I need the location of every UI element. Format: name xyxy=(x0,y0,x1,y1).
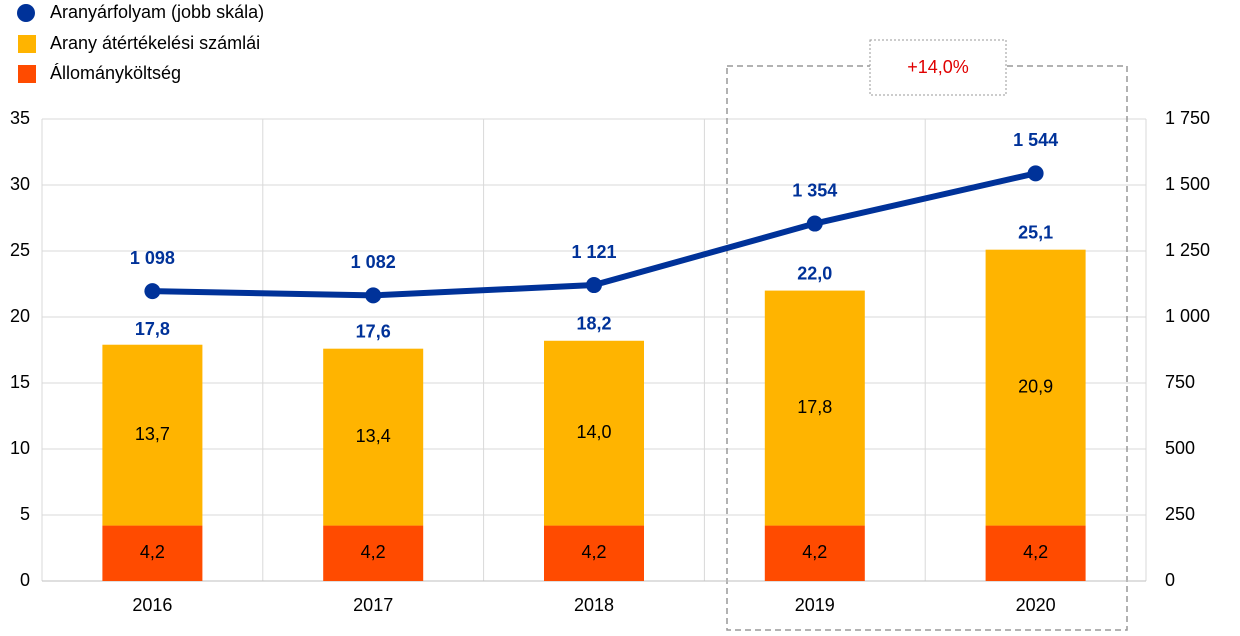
segment-label: 14,0 xyxy=(576,422,611,442)
line-point xyxy=(806,215,823,232)
legend-label: Állományköltség xyxy=(50,63,181,83)
total-label: 17,8 xyxy=(135,319,170,339)
line-label: 1 354 xyxy=(792,180,837,200)
segment-label: 4,2 xyxy=(581,542,606,562)
segment-label: 4,2 xyxy=(802,542,827,562)
segment-label: 17,8 xyxy=(797,397,832,417)
bar-segment xyxy=(102,344,203,526)
y2-tick-label: 1 500 xyxy=(1165,174,1210,194)
bar-segment xyxy=(764,290,865,526)
y-tick-label: 25 xyxy=(10,240,30,260)
bar-segment xyxy=(764,525,865,581)
x-tick-label: 2020 xyxy=(1016,595,1056,615)
bar-segment xyxy=(544,525,644,581)
line-point xyxy=(365,287,382,304)
segment-label: 4,2 xyxy=(1023,542,1048,562)
y-tick-label: 20 xyxy=(10,306,30,326)
y-tick-label: 5 xyxy=(20,504,30,524)
bar-segment xyxy=(102,525,203,581)
y2-tick-label: 750 xyxy=(1165,372,1195,392)
line-label: 1 544 xyxy=(1013,130,1058,150)
segment-label: 4,2 xyxy=(361,542,386,562)
line-label: 1 121 xyxy=(571,242,616,262)
legend-marker xyxy=(17,4,35,22)
y2-tick-label: 250 xyxy=(1165,504,1195,524)
line-point xyxy=(144,283,161,300)
y-tick-label: 35 xyxy=(10,108,30,128)
segment-label: 13,4 xyxy=(356,426,391,446)
line-point xyxy=(1027,165,1044,182)
segment-label: 4,2 xyxy=(140,542,165,562)
y2-tick-label: 500 xyxy=(1165,438,1195,458)
bar-segment xyxy=(323,348,424,526)
annotation: +14,0% xyxy=(907,57,969,77)
y2-tick-label: 0 xyxy=(1165,570,1175,590)
legend-label: Aranyárfolyam (jobb skála) xyxy=(50,2,264,22)
total-label: 18,2 xyxy=(576,314,611,334)
y2-tick-label: 1 000 xyxy=(1165,306,1210,326)
legend-label: Arany átértékelési számlái xyxy=(50,33,260,53)
bar-segment xyxy=(323,525,424,581)
line-label: 1 082 xyxy=(351,252,396,272)
bar-segment xyxy=(544,340,644,526)
y-tick-label: 15 xyxy=(10,372,30,392)
y-tick-label: 10 xyxy=(10,438,30,458)
x-tick-label: 2016 xyxy=(132,595,172,615)
annotation-box xyxy=(869,39,1007,96)
line-point xyxy=(586,277,602,294)
y-tick-label: 0 xyxy=(20,570,30,590)
bar-segment xyxy=(985,249,1086,526)
total-label: 25,1 xyxy=(1018,222,1053,242)
segment-label: 20,9 xyxy=(1018,376,1053,396)
grid xyxy=(41,118,1147,582)
y2-tick-label: 1 750 xyxy=(1165,108,1210,128)
bar-segment xyxy=(985,525,1086,581)
y-tick-label: 30 xyxy=(10,174,30,194)
x-tick-label: 2017 xyxy=(353,595,393,615)
line-label: 1 098 xyxy=(130,248,175,268)
total-label: 17,6 xyxy=(356,321,391,341)
y2-tick-label: 1 250 xyxy=(1165,240,1210,260)
x-tick-label: 2018 xyxy=(574,595,614,615)
x-tick-label: 2019 xyxy=(795,595,835,615)
legend-marker xyxy=(18,65,36,83)
legend-marker xyxy=(18,35,36,53)
total-label: 22,0 xyxy=(797,263,832,283)
segment-label: 13,7 xyxy=(135,424,170,444)
